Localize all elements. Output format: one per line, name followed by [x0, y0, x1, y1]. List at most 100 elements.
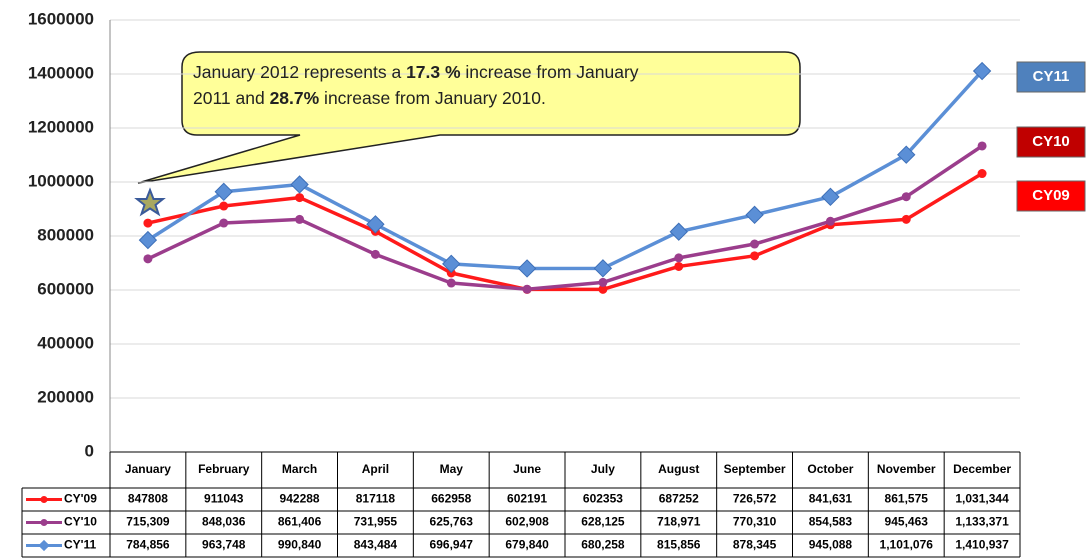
point-marker [214, 182, 233, 201]
legend-label: CY10 [1032, 133, 1070, 150]
table-cell: 990,840 [278, 538, 322, 552]
point-marker [138, 230, 158, 250]
table-cell: 625,763 [430, 515, 474, 529]
point-marker [143, 254, 153, 264]
table-cell: 1,133,371 [955, 515, 1009, 529]
table-row-label: CY'11 [64, 538, 97, 552]
table-cell: 1,031,344 [955, 492, 1009, 506]
point-marker [442, 254, 461, 274]
table-cell: 848,036 [202, 515, 246, 529]
x-tick-label: April [362, 462, 389, 476]
y-tick-label: 600000 [37, 279, 94, 298]
table-cell: 861,575 [885, 492, 929, 506]
x-tick-label: July [591, 462, 615, 476]
x-tick-label: October [807, 462, 853, 476]
point-marker [901, 192, 911, 202]
point-marker [366, 215, 385, 234]
table-cell: 1,410,937 [955, 538, 1009, 552]
series-line [146, 69, 984, 271]
table-legend-marker [40, 519, 48, 526]
table-cell: 696,947 [430, 538, 474, 552]
x-tick-label: November [877, 462, 936, 476]
table-row-label: CY'10 [64, 515, 97, 529]
series-line [147, 144, 984, 291]
table-cell: 680,258 [581, 538, 625, 552]
point-marker [977, 141, 987, 151]
point-marker [977, 169, 987, 179]
y-tick-label: 1200000 [28, 117, 94, 136]
callout-segment: increase from January 2010. [319, 88, 546, 108]
table-cell: 817118 [356, 492, 396, 506]
x-tick-label: January [125, 462, 171, 476]
legend-label: CY09 [1032, 187, 1070, 204]
point-marker [593, 259, 613, 278]
point-marker [674, 261, 684, 271]
point-marker [598, 277, 608, 287]
point-marker [750, 239, 760, 249]
point-marker [143, 218, 153, 228]
point-marker [972, 61, 992, 81]
table-cell: 784,856 [126, 538, 170, 552]
y-tick-label: 1600000 [28, 9, 94, 28]
point-marker [219, 201, 229, 211]
series-line [147, 172, 983, 292]
x-tick-label: December [953, 462, 1011, 476]
y-tick-label: 0 [85, 441, 94, 460]
point-marker [295, 193, 305, 203]
callout-text: 2011 and 28.7% increase from January 201… [193, 88, 546, 108]
star-marker [134, 187, 166, 217]
point-marker [745, 205, 764, 225]
legend-label: CY11 [1033, 68, 1070, 85]
point-marker [901, 214, 911, 224]
table-cell: 602,908 [505, 515, 549, 529]
table-cell: 815,856 [657, 538, 701, 552]
legend-box [1016, 180, 1086, 212]
table-cell: 854,583 [809, 515, 853, 529]
point-marker [370, 249, 380, 259]
table-cell: 861,406 [278, 515, 322, 529]
point-marker [750, 251, 760, 261]
point-marker [598, 284, 608, 294]
point-marker [290, 175, 309, 194]
table-cell: 878,345 [733, 538, 777, 552]
table-cell: 679,840 [505, 538, 549, 552]
point-marker [446, 278, 456, 288]
table-cell: 602353 [583, 492, 623, 506]
x-tick-label: February [198, 462, 250, 476]
table-cell: 628,125 [581, 515, 625, 529]
legend-box [1016, 61, 1086, 93]
point-marker [219, 218, 229, 228]
y-tick-label: 400000 [37, 333, 94, 352]
table-cell: 945,463 [885, 515, 929, 529]
x-tick-label: May [440, 462, 464, 476]
table-cell: 847808 [128, 492, 168, 506]
callout-segment: 2011 and [193, 88, 270, 108]
y-tick-label: 1000000 [28, 171, 94, 190]
point-marker [825, 216, 835, 226]
legend-box [1016, 126, 1086, 158]
point-marker [522, 284, 532, 294]
point-marker [669, 222, 688, 241]
point-marker [897, 145, 916, 164]
point-marker [517, 259, 537, 278]
table-cell: 770,310 [733, 515, 777, 529]
table-cell: 687252 [659, 492, 699, 506]
y-tick-label: 1400000 [28, 63, 94, 82]
callout [137, 51, 801, 184]
table-cell: 731,955 [354, 515, 398, 529]
callout-segment: January 2012 represents a [193, 62, 406, 82]
table-cell: 726,572 [733, 492, 777, 506]
y-tick-label: 200000 [37, 387, 94, 406]
x-tick-label: September [724, 462, 786, 476]
x-tick-label: March [282, 462, 317, 476]
callout-segment: increase from January [461, 62, 639, 82]
callout-segment: 17.3 % [406, 62, 461, 82]
x-tick-label: August [658, 462, 699, 476]
table-cell: 945,088 [809, 538, 853, 552]
table-cell: 841,631 [809, 492, 853, 506]
callout-segment: 28.7% [270, 88, 320, 108]
point-marker [821, 187, 840, 207]
table-cell: 911043 [204, 492, 244, 506]
